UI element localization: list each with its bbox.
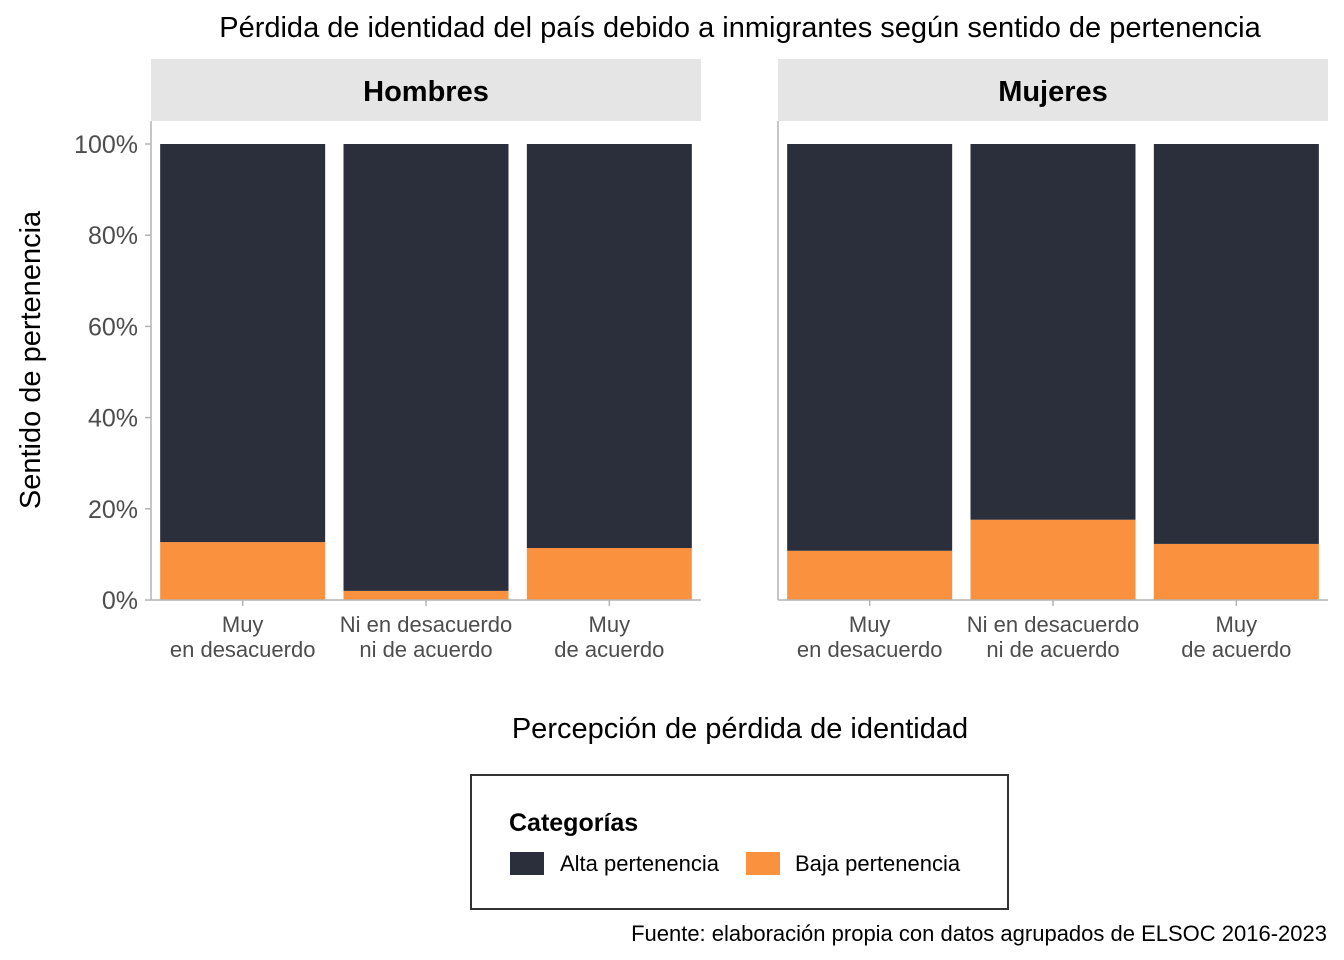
legend-box bbox=[470, 774, 1009, 910]
legend: Categorías Alta pertenencia Baja pertene… bbox=[470, 774, 1009, 910]
x-tick-label-1-2-0: Muy bbox=[1216, 612, 1258, 637]
bar-0-2-0 bbox=[526, 548, 692, 600]
legend-title: Categorías bbox=[509, 809, 638, 837]
y-tick-label-0: 0% bbox=[102, 587, 138, 615]
bar-0-0-1 bbox=[160, 144, 326, 543]
y-tick-label-3: 60% bbox=[88, 313, 138, 341]
facet-strip-1 bbox=[778, 59, 1328, 121]
legend-swatch-alta bbox=[510, 852, 544, 875]
bar-1-2-0 bbox=[1153, 543, 1319, 600]
y-tick-label-5: 100% bbox=[74, 131, 138, 159]
legend-swatch-baja bbox=[746, 852, 780, 875]
y-axis-label: Sentido de pertenencia bbox=[15, 210, 47, 509]
bar-0-2-1 bbox=[526, 144, 692, 549]
facet-strip-label-0: Hombres bbox=[363, 76, 489, 108]
x-tick-label-0-2-1: de acuerdo bbox=[554, 637, 664, 662]
y-tick-label-4: 80% bbox=[88, 222, 138, 250]
bar-0-1-1 bbox=[343, 144, 509, 591]
x-axis-label: Percepción de pérdida de identidad bbox=[512, 713, 968, 745]
x-tick-label-1-0-1: en desacuerdo bbox=[797, 637, 943, 662]
bar-0-0-0 bbox=[160, 542, 326, 600]
bar-1-1-1 bbox=[970, 144, 1136, 520]
bar-1-0-0 bbox=[787, 550, 953, 600]
chart-caption: Fuente: elaboración propia con datos agr… bbox=[631, 921, 1327, 946]
x-tick-label-0-1-1: ni de acuerdo bbox=[359, 637, 492, 662]
x-tick-label-1-2-1: de acuerdo bbox=[1181, 637, 1291, 662]
x-tick-label-0-0-0: Muy bbox=[222, 612, 264, 637]
x-tick-label-1-1-0: Ni en desacuerdo bbox=[967, 612, 1139, 637]
x-tick-label-0-1-0: Ni en desacuerdo bbox=[340, 612, 512, 637]
x-tick-label-0-2-0: Muy bbox=[589, 612, 631, 637]
x-tick-label-1-0-0: Muy bbox=[849, 612, 891, 637]
x-tick-label-1-1-1: ni de acuerdo bbox=[986, 637, 1119, 662]
chart-title: Pérdida de identidad del país debido a i… bbox=[219, 12, 1261, 44]
facet-strip-label-1: Mujeres bbox=[998, 76, 1108, 108]
x-tick-label-0-0-1: en desacuerdo bbox=[170, 637, 316, 662]
legend-label-alta: Alta pertenencia bbox=[560, 851, 720, 876]
y-tick-label-2: 40% bbox=[88, 405, 138, 433]
y-tick-label-1: 20% bbox=[88, 496, 138, 524]
facet-strip-0 bbox=[151, 59, 701, 121]
bar-0-1-0 bbox=[343, 590, 509, 600]
legend-label-baja: Baja pertenencia bbox=[795, 851, 961, 876]
bar-1-1-0 bbox=[970, 519, 1136, 600]
bar-1-2-1 bbox=[1153, 144, 1319, 544]
bar-1-0-1 bbox=[787, 144, 953, 551]
